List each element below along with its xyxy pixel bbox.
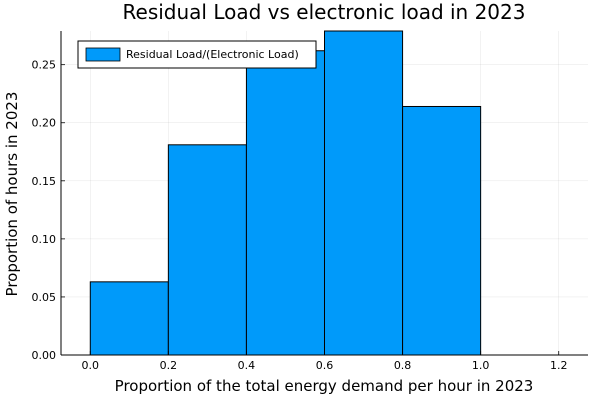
x-tick-label: 1.2 [550,359,568,372]
y-tick-label: 0.20 [32,117,57,130]
y-tick-label: 0.15 [32,175,57,188]
histogram-bar [324,30,404,356]
x-tick-label: 1.0 [472,359,490,372]
x-axis-title: Proportion of the total energy demand pe… [115,377,534,395]
histogram-bar [245,50,325,356]
legend-label: Residual Load/(Electronic Load) [126,48,299,61]
y-tick-label: 0.00 [32,349,57,362]
x-tick-label: 0.2 [160,359,178,372]
legend-swatch [85,47,121,62]
y-ticks: 0.00 0.05 0.10 0.15 0.20 0.25 [32,59,65,362]
y-axis-title: Proportion of hours in 2023 [3,92,21,297]
histogram-bar [402,105,482,356]
chart-title: Residual Load vs electronic load in 2023 [123,0,526,24]
x-tick-label: 0.6 [316,359,334,372]
x-tick-label: 0.0 [82,359,100,372]
x-ticks: 0.0 0.2 0.4 0.6 0.8 1.0 1.2 [82,351,568,372]
histogram-bar [167,144,247,356]
x-tick-label: 0.4 [238,359,256,372]
bars [89,30,482,356]
y-tick-label: 0.25 [32,59,57,72]
y-tick-label: 0.10 [32,233,57,246]
legend: Residual Load/(Electronic Load) [77,40,317,69]
histogram-bar [89,281,169,356]
y-tick-label: 0.05 [32,291,57,304]
x-tick-label: 0.8 [394,359,412,372]
